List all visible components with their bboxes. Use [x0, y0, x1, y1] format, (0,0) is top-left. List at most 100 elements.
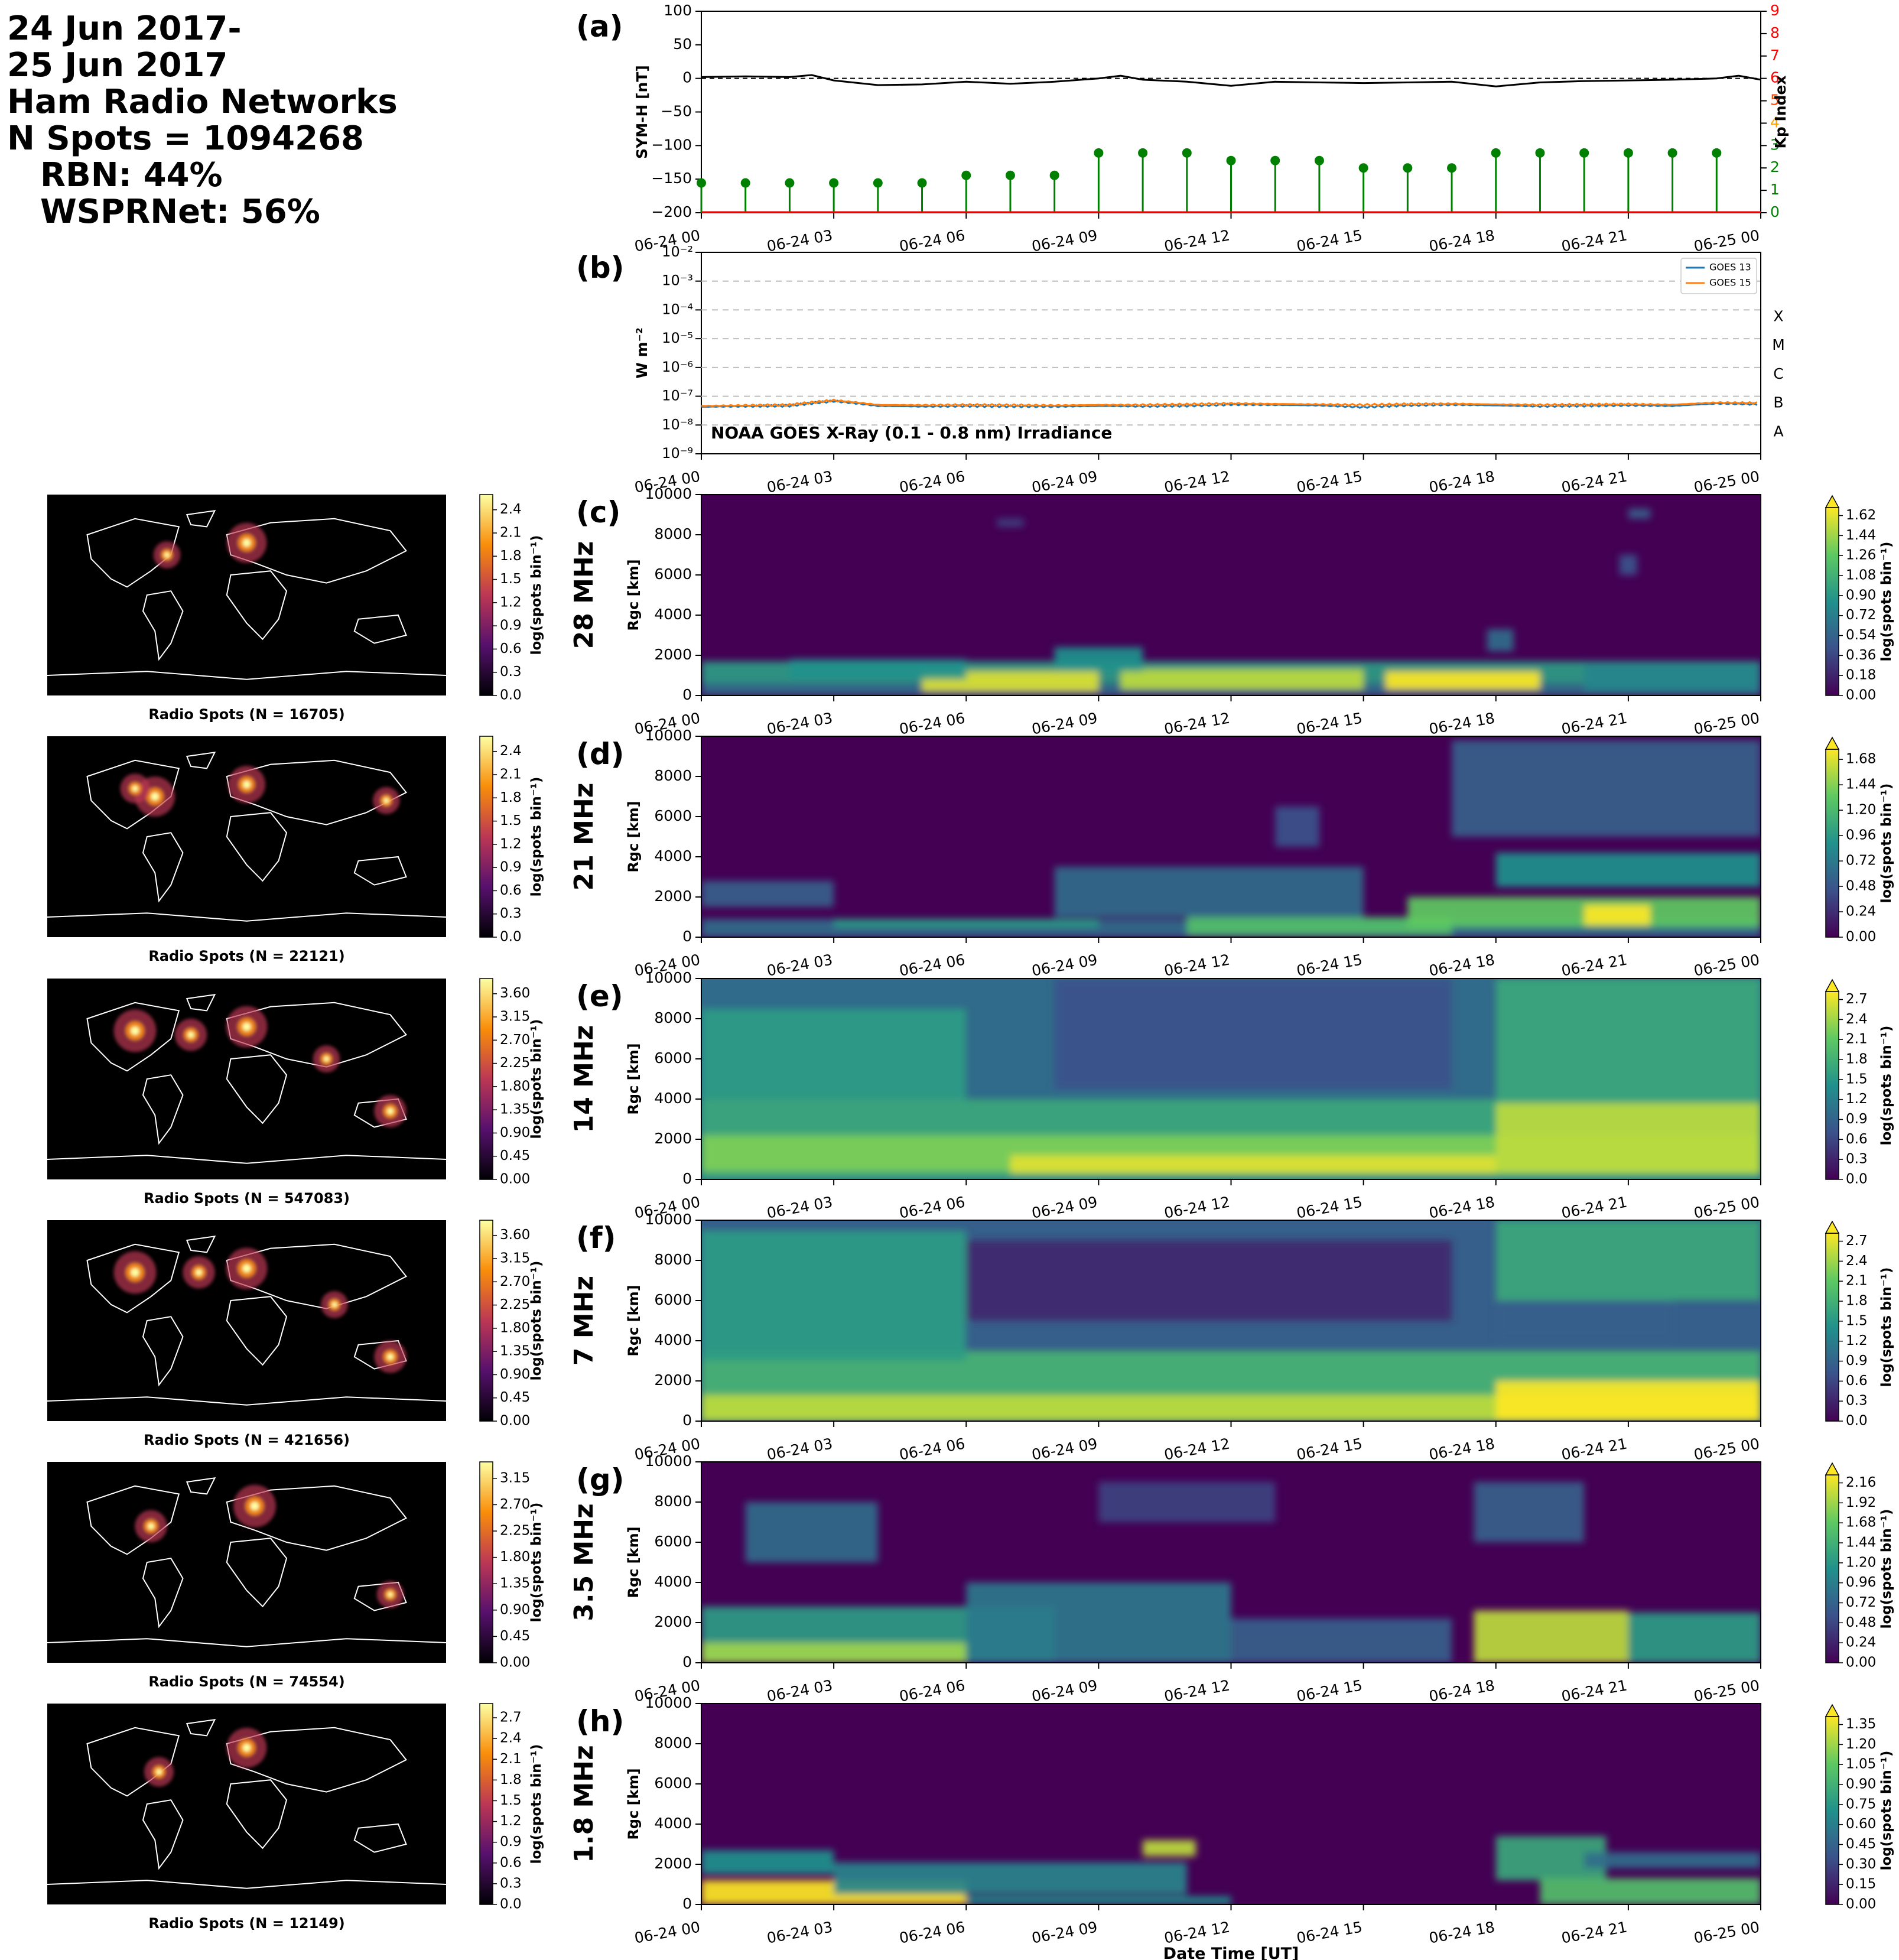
spot-peak: [187, 1031, 194, 1038]
kp-tick-label: 4: [1770, 113, 1780, 131]
coastline: [226, 1485, 408, 1551]
colorbar-label: log(spots bin⁻¹): [1879, 1267, 1894, 1387]
colorbar-tick-label: 0.3: [1846, 1393, 1868, 1409]
y-tick-label: −150: [651, 170, 692, 187]
heatmap-cell: [1487, 629, 1514, 652]
flare-class-label: B: [1773, 394, 1783, 411]
x-tick-label: 06-24 15: [1295, 226, 1364, 255]
kp-marker: [785, 178, 795, 188]
y-tick-label: 0: [682, 686, 692, 703]
colorbar-tick-label: 2.16: [1846, 1475, 1876, 1490]
panel-label: (g): [576, 1462, 625, 1497]
colorbar-tick-label: 0.00: [1846, 1655, 1876, 1670]
band-label: 3.5 MHz: [569, 1503, 599, 1621]
colorbar-tick-label: 1.8: [1846, 1052, 1868, 1067]
coastline: [142, 1799, 184, 1870]
coastline: [142, 1558, 184, 1629]
colorbar-extend-arrow: [1825, 495, 1840, 508]
colorbar-tick-label: 1.2: [1846, 1333, 1868, 1348]
map-title: Radio Spots (N = 74554): [148, 1673, 344, 1690]
heatmap-cell: [966, 1896, 1231, 1904]
map-colorbar-tick-label: 1.2: [500, 594, 522, 610]
header-line: 24 Jun 2017-: [7, 9, 242, 48]
y-tick-label: 10⁻⁶: [662, 359, 693, 375]
y-tick-label: 6000: [654, 807, 692, 824]
map-colorbar-tick-label: 3.60: [500, 986, 530, 1001]
heatmap-cell: [966, 1240, 1452, 1321]
x-tick-label: 06-24 06: [898, 1435, 967, 1463]
heatmap-cells: [701, 1836, 1761, 1904]
y-tick-label: 6000: [654, 1291, 692, 1308]
colorbar-tick-label: 0.00: [1846, 929, 1876, 945]
y-tick-label: −200: [651, 203, 692, 220]
kp-marker: [1270, 155, 1280, 165]
y-tick-label: 2000: [654, 1371, 692, 1389]
spot-peak: [250, 1501, 259, 1510]
spot-peak: [323, 1056, 330, 1062]
heatmap-panel: (f) 7 MHz Rgc [km] 0 2000 4000 6000 8000 10000 06…: [569, 1211, 1894, 1464]
coastline: [353, 1823, 407, 1853]
map-colorbar-tick-label: 2.25: [500, 1297, 530, 1312]
x-tick-label: 06-24 03: [766, 467, 834, 496]
panel-label: (b): [576, 251, 625, 285]
map-colorbar-tick-label: 3.15: [500, 1251, 530, 1266]
x-tick-label: 06-24 12: [1163, 1676, 1231, 1705]
y-tick-label: 4000: [654, 1090, 692, 1107]
heatmap-panel: (d) 21 MHz Rgc [km] 0 2000 4000 6000 8000 10000 0…: [569, 727, 1894, 980]
kp-marker: [873, 178, 883, 188]
x-tick-label: 06-24 21: [1560, 951, 1628, 979]
y-tick-label: −100: [651, 136, 692, 153]
x-tick-label: 06-24 15: [1295, 467, 1364, 496]
y-tick-label: 10000: [645, 485, 692, 502]
heatmap-cell: [1120, 669, 1364, 690]
coastline: [142, 1316, 184, 1387]
heatmap-cell: [701, 1009, 967, 1099]
colorbar-tick-label: 0.9: [1846, 1353, 1868, 1369]
world-map: Radio Spots (N = 74554) 0.00 0.45 0.90 1.35 1…: [47, 1461, 544, 1690]
x-tick-label: 06-24 09: [1030, 709, 1099, 737]
heatmap-cell: [834, 919, 1099, 927]
heatmap-cell: [1407, 897, 1761, 927]
heatmap-cell: [1054, 647, 1143, 672]
spot-peak: [383, 798, 389, 804]
x-tick-label: 06-24 12: [1163, 1435, 1231, 1463]
colorbar-tick-label: 0.48: [1846, 879, 1876, 894]
map-colorbar-tick-label: 0.0: [500, 929, 522, 945]
x-tick-label: 06-24 15: [1295, 709, 1364, 737]
panel-label: (h): [576, 1704, 624, 1738]
colorbar: [1825, 1716, 1839, 1905]
colorbar-tick-label: 1.44: [1846, 777, 1876, 792]
legend-label: GOES 15: [1709, 277, 1751, 288]
panel-label: (e): [576, 979, 623, 1013]
colorbar-tick-label: 1.20: [1846, 802, 1876, 818]
x-tick-label: 06-24 18: [1427, 1435, 1496, 1463]
map-colorbar-tick-label: 0.0: [500, 1897, 522, 1912]
kp-marker: [1314, 155, 1324, 165]
colorbar-tick-label: 1.68: [1846, 1515, 1876, 1530]
colorbar-tick-label: 1.92: [1846, 1495, 1876, 1510]
x-tick-label: 06-25 00: [1693, 709, 1761, 737]
map-colorbar: [479, 1220, 493, 1422]
heatmap-cells: [701, 979, 1761, 1179]
flare-class-label: M: [1772, 336, 1785, 353]
coastline: [47, 1155, 447, 1164]
flare-class-label: C: [1773, 365, 1783, 382]
kp-tick-label: 3: [1770, 136, 1780, 153]
x-tick-label: 06-24 18: [1427, 1676, 1496, 1705]
header-line: 25 Jun 2017: [7, 46, 228, 84]
colorbar-tick-label: 1.20: [1846, 1737, 1876, 1752]
coastline: [47, 1396, 447, 1406]
heatmap-cell: [701, 880, 834, 907]
heatmap-panel: (h) 1.8 MHz Rgc [km] 0 2000 4000 6000 8000 10000…: [569, 1694, 1894, 1960]
colorbar-tick-label: 1.44: [1846, 528, 1876, 543]
x-tick-label: 06-24 15: [1295, 1435, 1364, 1463]
band-label: 1.8 MHz: [569, 1745, 599, 1863]
x-tick-label: 06-24 09: [1030, 467, 1099, 496]
y-tick-label: 6000: [654, 565, 692, 583]
heatmap-panel: (c) 28 MHz Rgc [km] 0 2000 4000 6000 8000 10000 0…: [569, 485, 1894, 738]
map-colorbar-tick-label: 1.5: [500, 1793, 522, 1808]
map-colorbar-tick-label: 0.3: [500, 664, 522, 680]
colorbar-extend-arrow: [1825, 1462, 1840, 1475]
spot-peak: [131, 1026, 139, 1035]
